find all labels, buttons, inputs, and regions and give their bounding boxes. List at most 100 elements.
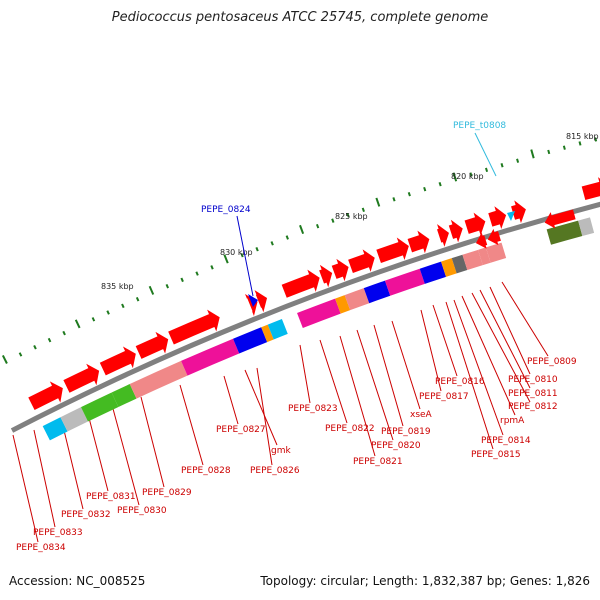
feature-label[interactable]: PEPE_0827 (216, 425, 266, 435)
scale-tick (240, 252, 244, 258)
feature-label[interactable]: PEPE_0829 (142, 488, 192, 498)
scale-tick (346, 212, 350, 218)
feature-label[interactable]: PEPE_0822 (325, 424, 375, 434)
feature-label[interactable]: PEPE_0832 (61, 510, 111, 520)
scale-tick (47, 337, 52, 343)
feature-label[interactable]: rpmA (500, 416, 525, 426)
gene-arrow-forward (376, 237, 409, 263)
label-leader-line (223, 375, 239, 425)
gene-arrow-forward (28, 381, 63, 411)
label-leader-line (111, 404, 140, 506)
feature-label[interactable]: PEPE_0833 (33, 528, 83, 538)
feature-label[interactable]: PEPE_0811 (508, 389, 558, 399)
gene-arrow-reverse (544, 209, 576, 229)
scale-tick (516, 158, 520, 163)
gene-block-reverse (80, 392, 119, 422)
gene-arrow-forward (437, 224, 449, 247)
genome-backbone (10, 201, 600, 433)
feature-label[interactable]: PEPE_0824 (201, 205, 251, 215)
label-leader-line (453, 299, 504, 436)
feature-label[interactable]: PEPE_0821 (353, 457, 403, 467)
scale-tick (165, 283, 170, 289)
scale-ticks (1, 137, 598, 364)
gene-arrow-forward (319, 264, 333, 288)
gene-block-reverse (297, 298, 341, 328)
label-leader-line (12, 434, 39, 543)
scale-tick (18, 352, 23, 357)
feature-label[interactable]: PEPE_0828 (181, 466, 231, 476)
scale-tick (33, 345, 37, 350)
feature-label[interactable]: PEPE_0812 (508, 402, 558, 412)
gene-arrow-forward (245, 293, 258, 317)
scale-tick (195, 271, 199, 276)
feature-label[interactable]: PEPE_0814 (481, 436, 531, 446)
scale-label: 820 kbp (451, 172, 484, 181)
scale-tick (315, 223, 320, 229)
gene-arrow-forward (464, 212, 486, 236)
scale-tick (270, 241, 274, 246)
feature-label[interactable]: PEPE_0823 (288, 404, 338, 414)
gene-block-reverse (441, 258, 457, 277)
label-leader-line (61, 421, 84, 510)
scale-tick (423, 186, 427, 192)
feature-label[interactable]: PEPE_0820 (371, 441, 421, 451)
feature-label[interactable]: PEPE_t0808 (453, 121, 506, 131)
gene-arrow-forward (407, 230, 430, 254)
label-leader-line (474, 132, 497, 177)
label-leader-line (373, 324, 404, 427)
scale-tick (438, 181, 442, 187)
scale-tick (121, 303, 125, 309)
gene-block-reverse (363, 280, 391, 304)
gene-arrow-forward (99, 346, 136, 376)
feature-label[interactable]: PEPE_0810 (508, 375, 558, 385)
label-leader-lines (12, 132, 549, 543)
feature-label[interactable]: xseA (410, 410, 433, 420)
label-leader-line (479, 289, 531, 389)
feature-labels: PEPE_t0808 PEPE_0824 PEPE_0809 PEPE_0810 PEP… (16, 121, 577, 553)
scale-tick (407, 191, 411, 197)
label-leader-line (299, 344, 311, 404)
scale-tick (255, 246, 259, 252)
scale-tick (1, 355, 8, 364)
scale-label: 815 kbp (566, 132, 599, 141)
gene-arrow-forward (281, 269, 320, 298)
scale-labels: 815 kbp 820 kbp 825 kbp 830 kbp 835 kbp (101, 132, 599, 291)
feature-label[interactable]: PEPE_0815 (471, 450, 521, 460)
gene-block-reverse (478, 247, 491, 266)
gene-block-reverse (451, 254, 468, 274)
scale-label: 835 kbp (101, 282, 134, 291)
label-leader-line (489, 286, 531, 375)
scale-tick (547, 149, 551, 155)
scale-tick (484, 167, 489, 173)
feature-label[interactable]: PEPE_0809 (527, 357, 577, 367)
scale-tick (562, 145, 566, 150)
feature-label[interactable]: PEPE_0830 (117, 506, 167, 516)
feature-label[interactable]: PEPE_0834 (16, 543, 66, 553)
feature-label[interactable]: PEPE_0817 (419, 392, 469, 402)
label-leader-line (236, 215, 254, 297)
scale-tick (361, 207, 365, 213)
feature-label[interactable]: PEPE_0816 (435, 377, 485, 387)
scale-tick (452, 172, 458, 182)
gene-track (10, 177, 600, 441)
label-leader-line (471, 292, 531, 403)
feature-label[interactable]: PEPE_0819 (381, 427, 431, 437)
scale-tick (106, 310, 110, 315)
feature-label[interactable]: PEPE_0826 (250, 466, 300, 476)
gene-block-reverse (111, 384, 137, 407)
gene-arrow-forward (488, 206, 507, 230)
scale-tick (285, 235, 289, 240)
gene-block-reverse (233, 327, 268, 354)
gene-block-reverse (261, 324, 274, 343)
gene-arrow-forward (135, 331, 169, 359)
gene-arrow-forward (254, 290, 268, 313)
label-leader-line (391, 320, 421, 410)
feature-label[interactable]: PEPE_0831 (86, 492, 136, 502)
label-leader-line (33, 429, 56, 528)
feature-label[interactable]: gmk (271, 446, 291, 456)
gene-block-reverse (60, 407, 88, 432)
scale-tick (148, 285, 155, 295)
label-leader-line (432, 304, 458, 377)
gene-arrow-forward (63, 363, 100, 393)
